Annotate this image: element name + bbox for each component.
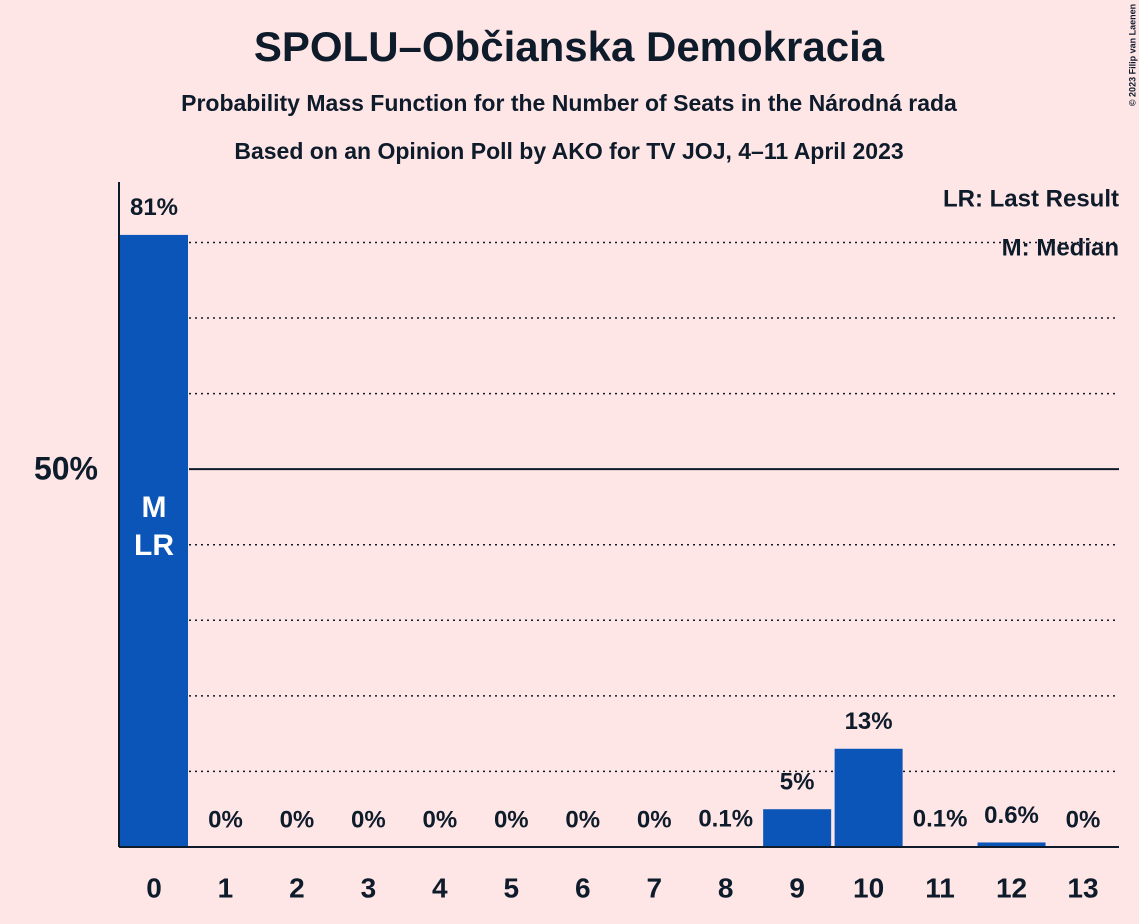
x-tick-label: 11 (925, 872, 955, 903)
value-label: 0% (1066, 806, 1101, 833)
value-label: 81% (130, 194, 178, 221)
value-label: 13% (845, 708, 893, 735)
bar (763, 809, 832, 847)
value-label: 0% (280, 806, 315, 833)
bar (977, 842, 1046, 847)
legend-entry: M: Median (1002, 234, 1119, 261)
value-label: 0% (208, 806, 243, 833)
bar-annotation: M (142, 491, 167, 524)
value-label: 0% (494, 806, 529, 833)
x-tick-label: 13 (1067, 872, 1098, 903)
value-label: 0.1% (698, 806, 753, 833)
chart-subtitle: Probability Mass Function for the Number… (181, 90, 957, 116)
value-label: 0% (423, 806, 458, 833)
copyright: © 2023 Filip van Laenen (1127, 4, 1137, 106)
bar (120, 234, 188, 848)
value-label: 0% (637, 806, 672, 833)
chart-subtitle: Based on an Opinion Poll by AKO for TV J… (234, 138, 903, 164)
value-label: 0% (351, 806, 386, 833)
x-tick-label: 7 (646, 872, 662, 903)
legend-entry: LR: Last Result (943, 185, 1119, 212)
x-tick-label: 9 (789, 872, 805, 903)
value-label: 5% (780, 769, 815, 796)
x-tick-label: 10 (853, 872, 884, 903)
x-tick-label: 6 (575, 872, 591, 903)
x-tick-label: 12 (996, 872, 1027, 903)
value-label: 0.6% (984, 802, 1039, 829)
bar (834, 748, 903, 847)
x-tick-label: 0 (146, 872, 162, 903)
x-tick-label: 2 (289, 872, 305, 903)
x-tick-label: 4 (432, 872, 448, 903)
value-label: 0% (565, 806, 600, 833)
x-tick-label: 1 (218, 872, 234, 903)
chart-title: SPOLU–Občianska Demokracia (254, 23, 885, 70)
y-tick-label: 50% (34, 451, 98, 487)
x-tick-label: 8 (718, 872, 734, 903)
value-label: 0.1% (913, 806, 968, 833)
bar-annotation: LR (134, 529, 174, 562)
x-tick-label: 3 (361, 872, 377, 903)
x-tick-label: 5 (504, 872, 520, 903)
